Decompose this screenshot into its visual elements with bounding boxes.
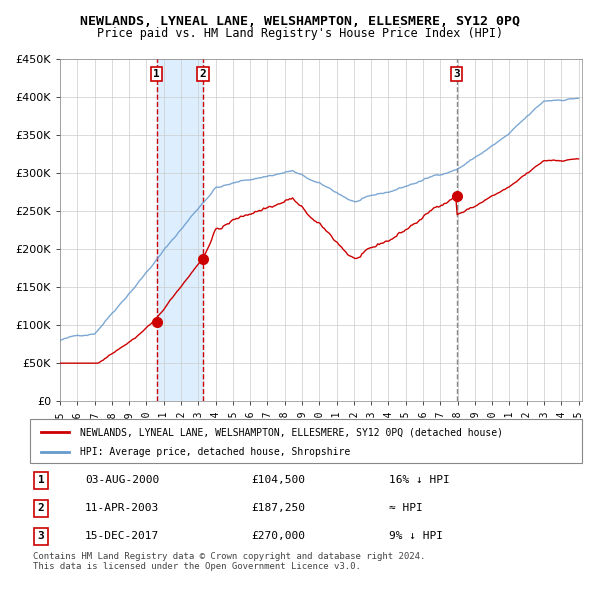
Text: £104,500: £104,500 bbox=[251, 476, 305, 486]
Text: 3: 3 bbox=[454, 69, 460, 79]
Text: 2: 2 bbox=[200, 69, 206, 79]
Text: £270,000: £270,000 bbox=[251, 531, 305, 541]
Bar bbox=[570, 59, 582, 401]
Text: 2: 2 bbox=[38, 503, 44, 513]
Text: 9% ↓ HPI: 9% ↓ HPI bbox=[389, 531, 443, 541]
Text: 15-DEC-2017: 15-DEC-2017 bbox=[85, 531, 160, 541]
Text: 1: 1 bbox=[38, 476, 44, 486]
Text: Contains HM Land Registry data © Crown copyright and database right 2024.
This d: Contains HM Land Registry data © Crown c… bbox=[33, 552, 425, 571]
FancyBboxPatch shape bbox=[30, 419, 582, 463]
Text: NEWLANDS, LYNEAL LANE, WELSHAMPTON, ELLESMERE, SY12 0PQ: NEWLANDS, LYNEAL LANE, WELSHAMPTON, ELLE… bbox=[80, 15, 520, 28]
Text: NEWLANDS, LYNEAL LANE, WELSHAMPTON, ELLESMERE, SY12 0PQ (detached house): NEWLANDS, LYNEAL LANE, WELSHAMPTON, ELLE… bbox=[80, 427, 503, 437]
Text: ≈ HPI: ≈ HPI bbox=[389, 503, 422, 513]
Text: 16% ↓ HPI: 16% ↓ HPI bbox=[389, 476, 449, 486]
Text: 11-APR-2003: 11-APR-2003 bbox=[85, 503, 160, 513]
Text: 03-AUG-2000: 03-AUG-2000 bbox=[85, 476, 160, 486]
Text: 3: 3 bbox=[38, 531, 44, 541]
Text: £187,250: £187,250 bbox=[251, 503, 305, 513]
Text: HPI: Average price, detached house, Shropshire: HPI: Average price, detached house, Shro… bbox=[80, 447, 350, 457]
Bar bbox=[157, 59, 203, 401]
Text: 1: 1 bbox=[153, 69, 160, 79]
Text: Price paid vs. HM Land Registry's House Price Index (HPI): Price paid vs. HM Land Registry's House … bbox=[97, 27, 503, 40]
